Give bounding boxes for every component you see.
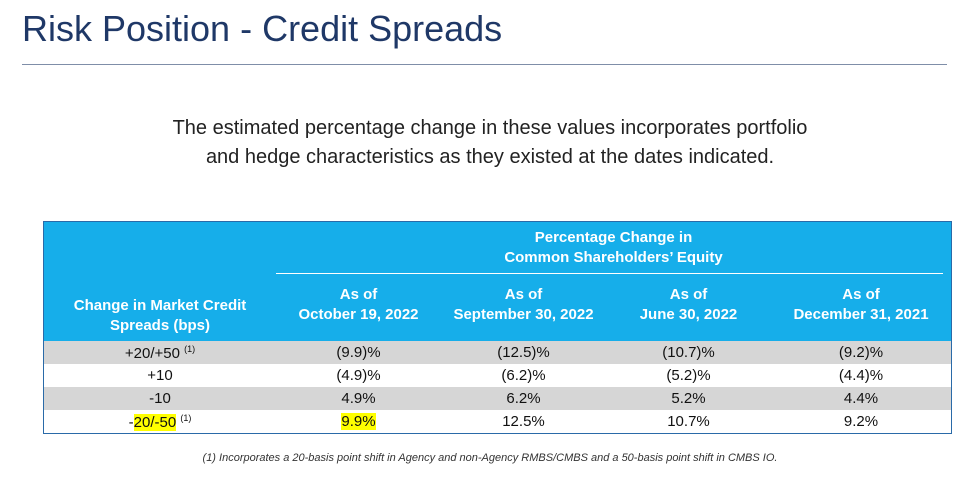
table-cell: 9.2%	[843, 413, 879, 430]
row-label: +20/+50 (1)	[44, 344, 276, 362]
table-cell: (9.2)%	[838, 344, 884, 361]
table-cell: 4.9%	[341, 390, 376, 407]
table-cell: 12.5%	[502, 413, 545, 430]
table-cell: (5.2)%	[666, 367, 711, 384]
credit-spread-table: Percentage Change in Common Shareholders…	[43, 221, 952, 434]
table-cell: 6.2%	[506, 390, 541, 407]
table-header: Percentage Change in Common Shareholders…	[44, 222, 951, 341]
row-label-highlighted: 20/-50	[133, 413, 177, 431]
column-header-line-2: October 19, 2022	[298, 306, 419, 323]
table-cell: (4.4)%	[838, 367, 884, 384]
row-label-text: +20/+50	[124, 344, 180, 362]
table-cell: (6.2)%	[501, 367, 546, 384]
row-label: +10	[147, 367, 173, 384]
table-cell: (12.5)%	[497, 344, 550, 361]
title-divider	[22, 64, 947, 65]
column-header-line-1: As of	[504, 286, 543, 303]
column-header-dec-2021: As of December 31, 2021	[771, 285, 951, 325]
table-row: -10 4.9% 6.2% 5.2% 4.4%	[44, 387, 951, 410]
group-header-line-2: Common Shareholders’ Equity	[504, 249, 723, 266]
column-header-line-2: December 31, 2021	[793, 306, 929, 323]
table-cell: (4.9)%	[336, 367, 381, 384]
group-header-divider	[276, 273, 943, 274]
subtitle: The estimated percentage change in these…	[0, 114, 980, 172]
subtitle-line-2: and hedge characteristics as they existe…	[205, 146, 775, 168]
table-cell: (10.7)%	[662, 344, 715, 361]
row-label: -20/-50 (1)	[44, 413, 276, 431]
column-header-line-2: June 30, 2022	[639, 306, 738, 323]
table-cell: 9.9%	[276, 413, 441, 430]
footnote-marker: (1)	[180, 412, 192, 423]
page-title: Risk Position - Credit Spreads	[22, 8, 503, 49]
table-cell: (9.9)%	[336, 344, 381, 361]
column-header-oct-2022: As of October 19, 2022	[276, 285, 441, 325]
row-header-line-1: Change in Market Credit	[73, 297, 247, 314]
subtitle-line-1: The estimated percentage change in these…	[172, 117, 808, 139]
footnote-marker: (1)	[184, 343, 196, 354]
footnote: (1) Incorporates a 20-basis point shift …	[202, 452, 778, 464]
row-header-line-2: Spreads (bps)	[109, 317, 211, 334]
column-header-jun-2022: As of June 30, 2022	[606, 285, 771, 325]
table-cell: 5.2%	[671, 390, 706, 407]
row-label: -10	[149, 390, 171, 407]
highlighted-value: 9.9%	[341, 413, 376, 430]
table-cell: 10.7%	[667, 413, 710, 430]
row-label-prefix: -	[128, 413, 134, 431]
column-header-line-1: As of	[669, 286, 708, 303]
column-header-line-1: As of	[842, 286, 880, 303]
row-header: Change in Market Credit Spreads (bps)	[44, 296, 276, 336]
column-header-sep-2022: As of September 30, 2022	[441, 285, 606, 325]
group-header-line-1: Percentage Change in	[534, 229, 693, 246]
column-header-line-1: As of	[339, 286, 378, 303]
table-row: +20/+50 (1) (9.9)% (12.5)% (10.7)% (9.2)…	[44, 341, 951, 364]
table-row: +10 (4.9)% (6.2)% (5.2)% (4.4)%	[44, 364, 951, 387]
table-cell: 4.4%	[843, 390, 879, 407]
table-row: -20/-50 (1) 9.9% 12.5% 10.7% 9.2%	[44, 410, 951, 433]
group-header: Percentage Change in Common Shareholders…	[276, 228, 951, 268]
column-header-line-2: September 30, 2022	[453, 306, 594, 323]
